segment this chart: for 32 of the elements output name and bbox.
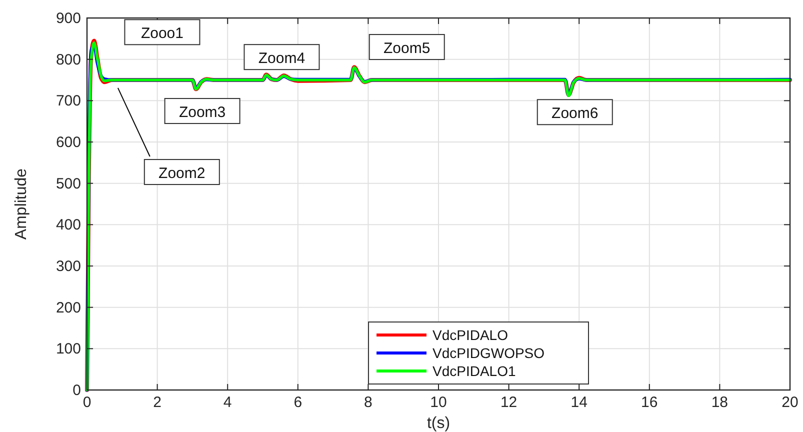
x-tick-label: 14 <box>570 394 588 411</box>
y-tick-label: 200 <box>56 299 81 316</box>
y-tick-label: 800 <box>56 51 81 68</box>
x-tick-label: 2 <box>153 394 162 411</box>
y-tick-label: 400 <box>56 216 81 234</box>
legend-label: VdcPIDGWOPSO <box>432 345 545 361</box>
x-tick-label: 20 <box>782 394 798 411</box>
annotation: Zooo1 <box>140 25 184 42</box>
annotation: Zoom6 <box>552 105 598 122</box>
x-axis-title: t(s) <box>426 415 450 432</box>
y-tick-label: 300 <box>56 258 81 275</box>
y-tick-label: 100 <box>56 340 81 358</box>
y-tick-label: 500 <box>56 175 81 192</box>
x-tick-label: 0 <box>82 394 92 411</box>
y-tick-label: 900 <box>56 10 81 27</box>
y-axis-title: Amplitude <box>13 168 30 240</box>
y-tick-label: 700 <box>56 92 81 110</box>
legend-label: VdcPIDALO <box>432 327 508 343</box>
x-tick-label: 12 <box>500 394 518 411</box>
legend-label: VdcPIDALO1 <box>432 363 516 379</box>
annotation: Zoom4 <box>258 50 306 68</box>
x-tick-label: 6 <box>294 394 302 411</box>
annotation: Zoom5 <box>384 40 430 58</box>
y-tick-label: 600 <box>56 134 81 151</box>
x-tick-label: 18 <box>711 394 728 411</box>
annotation: Zoom3 <box>178 104 226 121</box>
x-tick-label: 4 <box>223 394 232 411</box>
y-tick-label: 0 <box>72 382 81 399</box>
x-tick-label: 8 <box>364 394 372 411</box>
x-tick-label: 16 <box>641 394 658 411</box>
annotation: Zoom2 <box>158 165 206 182</box>
x-tick-label: 10 <box>430 394 447 411</box>
